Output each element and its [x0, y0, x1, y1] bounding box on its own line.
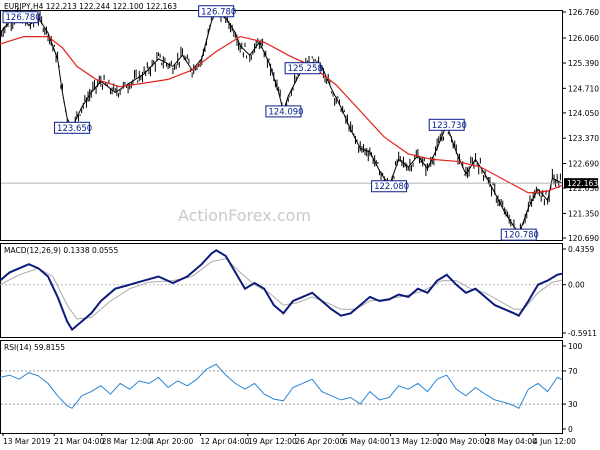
macd-panel: MACD(12,26,9) 0.1338 0.0555 0.4359 0.00 -0.…: [0, 243, 597, 338]
price-annotation-box: [284, 62, 321, 75]
x-tick-label: 21 Mar 04:00: [54, 437, 104, 446]
price-y-tick-label: 121.350: [568, 209, 599, 218]
x-tick-label: 28 Mar 12:00: [102, 437, 152, 446]
macd-y-tick-label: 0.4359: [568, 245, 594, 254]
price-panel-frame: [0, 10, 563, 241]
price-annotation-box: [54, 121, 91, 134]
rsi-y-tick-label: 100: [568, 342, 583, 351]
price-close-line: [0, 10, 563, 236]
price-annotation-box: [265, 105, 302, 118]
price-y-tick-label: 120.690: [568, 234, 599, 243]
rsi-panel-title: RSI(14) 59.8155: [4, 343, 65, 352]
rsi-line: [0, 363, 563, 409]
rsi-y-tick-label: 0: [568, 425, 573, 434]
rsi-panel: RSI(14) 59.8155 100 70 30 0: [0, 340, 583, 434]
macd-signal-line: [0, 257, 563, 320]
macd-panel-frame: [0, 243, 563, 338]
price-annotation-box: [500, 228, 537, 241]
price-y-tick-label: 122.030: [568, 184, 599, 193]
macd-line: [0, 249, 563, 332]
x-tick-label: 13 May 12:00: [390, 437, 442, 446]
x-tick-label: 6 May 04:00: [343, 437, 390, 446]
price-panel: EURJPY,H4 122.213 122.244 122.100 122.16…: [0, 2, 599, 243]
price-annotation-label: 123.730: [432, 121, 467, 131]
price-annotation-box: [198, 5, 235, 18]
price-y-tick-label: 122.690: [568, 160, 599, 169]
price-annotation-label: 126.780: [201, 7, 236, 17]
price-annotation-label: 120.780: [504, 231, 539, 241]
price-y-tick-label: 126.060: [568, 34, 599, 43]
price-y-tick-label: 123.370: [568, 134, 599, 143]
x-tick-label: 4 Jun 12:00: [533, 437, 576, 446]
price-y-tick-label: 126.760: [568, 8, 599, 17]
x-tick-label: 19 Apr 12:00: [248, 437, 297, 446]
rsi-y-tick-label: 70: [568, 367, 578, 376]
x-tick-label: 4 Apr 20:00: [149, 437, 193, 446]
price-annotation-label: 126.780: [6, 13, 41, 23]
price-y-tick-label: 124.710: [568, 84, 599, 93]
x-tick-label: 26 Apr 20:00: [295, 437, 344, 446]
watermark: ActionForex.com: [178, 206, 311, 225]
rsi-panel-frame: [0, 340, 563, 434]
x-tick-label: 20 May 20:00: [438, 437, 490, 446]
macd-y-tick-label: -0.5911: [568, 329, 597, 338]
x-tick-label: 28 May 04:00: [485, 437, 537, 446]
rsi-y-tick-label: 30: [568, 400, 578, 409]
price-annotation-box: [371, 180, 408, 193]
price-annotation-label: 123.650: [57, 124, 92, 134]
price-annotation-label: 124.090: [268, 107, 303, 117]
price-y-tick-label: 124.050: [568, 109, 599, 118]
x-tick-label: 12 Apr 04:00: [200, 437, 249, 446]
price-annotation-label: 122.080: [374, 182, 409, 192]
price-annotation-label: 125.258: [288, 64, 323, 74]
current-price-badge: [564, 178, 598, 189]
macd-y-tick-label: 0.00: [568, 281, 585, 290]
moving-average-line: [0, 35, 563, 194]
macd-panel-title: MACD(12,26,9) 0.1338 0.0555: [4, 246, 118, 255]
x-tick-label: 13 Mar 2019: [3, 437, 51, 446]
price-y-tick-label: 125.390: [568, 59, 599, 68]
price-panel-title: EURJPY,H4 122.213 122.244 122.100 122.16…: [4, 2, 177, 11]
price-annotation-box: [428, 118, 465, 131]
current-price-label: 122.163: [567, 179, 598, 188]
price-annotation-box: [2, 11, 39, 24]
